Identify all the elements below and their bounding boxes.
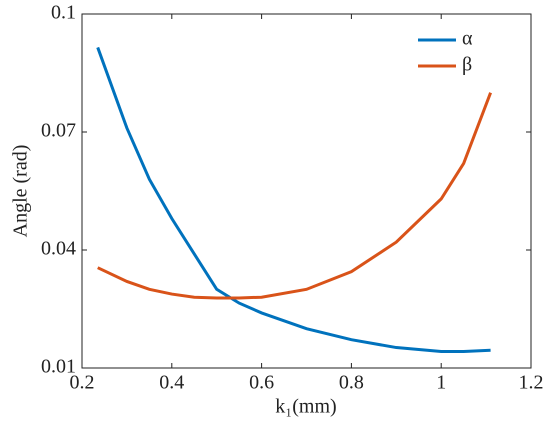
x-tick-label: 0.8 [339, 372, 364, 394]
legend-label: β [462, 54, 472, 76]
y-tick-label: 0.01 [41, 356, 76, 378]
x-tick-label: 0.4 [159, 372, 184, 394]
x-tick-label: 1.2 [519, 372, 544, 394]
x-tick-label: 0.6 [249, 372, 274, 394]
legend-label: α [462, 28, 473, 50]
x-axis-label: k₁(mm) [275, 396, 336, 418]
plot-frame [81, 13, 532, 369]
series-line [96, 46, 491, 353]
x-tick-label: 0.2 [70, 372, 95, 394]
y-tick-label: 0.04 [41, 238, 76, 260]
y-tick-label: 0.1 [51, 2, 76, 24]
y-tick-label: 0.07 [41, 120, 76, 142]
x-tick-label: 1 [436, 372, 446, 394]
y-axis-label: Angle (rad) [10, 145, 32, 238]
series-line [97, 92, 492, 300]
